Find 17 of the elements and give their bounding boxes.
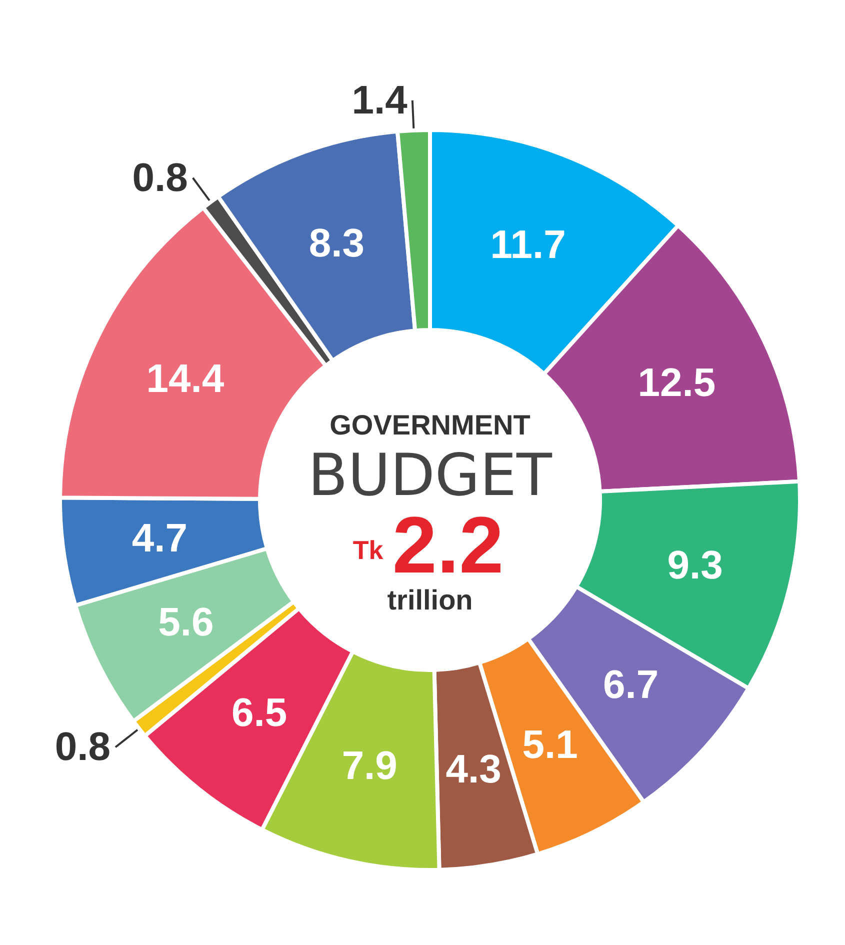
data-label: 8.3 — [308, 221, 365, 266]
data-label: 7.9 — [342, 744, 398, 788]
data-label: 11.7 — [490, 223, 566, 268]
data-label: 4.7 — [132, 516, 188, 560]
text: Tk — [352, 535, 384, 565]
data-label: 5.6 — [158, 600, 214, 644]
data-label: 12.5 — [638, 360, 716, 405]
data-label: 14.4 — [146, 357, 225, 402]
text: GOVERNMENT — [330, 410, 530, 440]
data-label: 0.8 — [54, 725, 110, 770]
data-label: 5.1 — [522, 723, 578, 768]
data-label: 4.3 — [446, 748, 502, 792]
data-label: 6.7 — [602, 662, 659, 707]
data-label: 0.8 — [132, 156, 188, 200]
data-label: 6.5 — [232, 691, 288, 736]
data-label: 9.3 — [667, 543, 723, 588]
data-label: 1.4 — [352, 78, 408, 122]
